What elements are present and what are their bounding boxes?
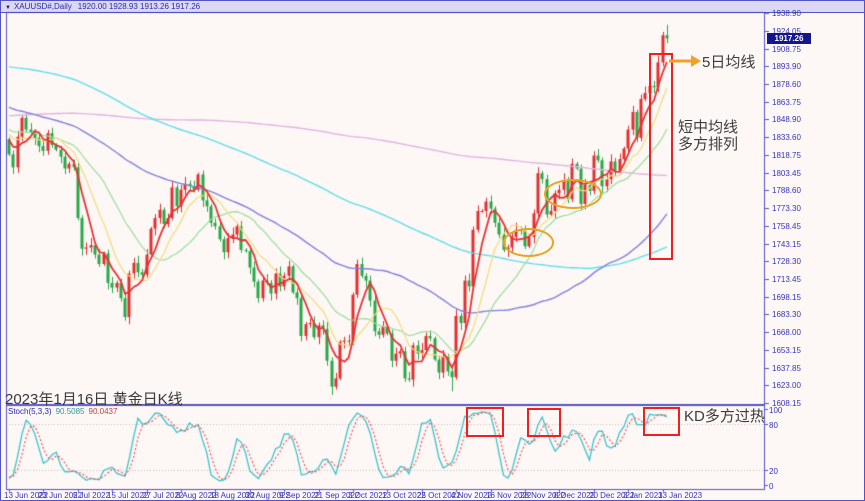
price-axis-label: 1668.00 [772, 328, 801, 337]
price-axis-label: 1743.15 [772, 240, 801, 249]
ma-alignment-line1: 短中均线 [678, 119, 739, 136]
current-price-tag: 1917.26 [767, 33, 811, 44]
ma5-annotation-label[interactable]: 5日均线 [702, 54, 756, 71]
price-axis-label: 1758.45 [772, 222, 801, 231]
date-axis-label: 3 Oct 2022 [348, 491, 388, 500]
price-axis-label: 1924.05 [772, 27, 801, 36]
date-axis-label: 25 Oct 2022 [417, 491, 461, 500]
stoch-axis-label: 100 [769, 406, 783, 415]
highlight-rect-recent-rally[interactable] [649, 53, 673, 260]
ma-alignment-line2: 多方排列 [678, 136, 739, 153]
highlight-rect-kd-overbought-1[interactable] [466, 407, 504, 437]
price-axis-label: 1833.60 [772, 133, 801, 142]
price-axis-label: 1803.45 [772, 169, 801, 178]
date-axis-label: 16 Nov 2022 [486, 491, 532, 500]
date-axis-label: 18 Aug 2022 [210, 491, 255, 500]
stochastic-name: Stoch(5,3,3) [8, 407, 52, 416]
price-axis-label: 1713.45 [772, 275, 801, 284]
price-axis-label: 1818.75 [772, 151, 801, 160]
stochastic-k-value: 90.5085 [55, 407, 85, 416]
date-axis-label: 8 Aug 2022 [176, 491, 217, 500]
date-axis-label: 13 Oct 2022 [382, 491, 426, 500]
highlight-ellipse-ma-support-2[interactable] [544, 179, 602, 209]
price-axis-label: 1683.30 [772, 310, 801, 319]
date-axis-label: 13 Jan 2023 [658, 491, 703, 500]
price-axis-label: 1728.30 [772, 257, 801, 266]
price-axis-label: 1637.85 [772, 364, 801, 373]
date-axis-label: 21 Sep 2022 [314, 491, 360, 500]
price-axis-label: 1878.60 [772, 80, 801, 89]
highlight-rect-kd-overbought-3[interactable] [643, 407, 680, 436]
stochastic-indicator-label: Stoch(5,3,3) 90.5085 90.0437 [8, 407, 117, 416]
price-axis-label: 1788.60 [772, 186, 801, 195]
ma-alignment-annotation-label[interactable]: 短中均线 多方排列 [678, 119, 738, 153]
date-axis-label: 27 Jul 2022 [142, 491, 184, 500]
chart-date-title[interactable]: 2023年1月16日 黄金日K线 [5, 391, 183, 408]
date-axis-label: 28 Nov 2022 [520, 491, 566, 500]
date-axis-label: 23 Jun 2022 [38, 491, 83, 500]
price-axis-label: 1863.75 [772, 98, 801, 107]
stoch-axis-label: 20 [769, 467, 778, 476]
price-axis-label: 1623.00 [772, 381, 801, 390]
price-axis-label: 1773.30 [772, 204, 801, 213]
price-axis-label: 1893.90 [772, 62, 801, 71]
price-axis-label: 1698.15 [772, 293, 801, 302]
highlight-rect-kd-overbought-2[interactable] [527, 408, 561, 437]
date-axis-label: 9 Sep 2022 [279, 491, 320, 500]
date-axis-label: 13 Jun 2022 [4, 491, 49, 500]
price-axis-label: 1653.15 [772, 346, 801, 355]
date-axis-label: 8 Dec 2022 [554, 491, 595, 500]
date-axis-label: 20 Dec 2022 [589, 491, 635, 500]
date-axis-label: 4 Nov 2022 [451, 491, 492, 500]
highlight-ellipse-ma-support-1[interactable] [503, 228, 554, 257]
price-axis-label: 1908.75 [772, 45, 801, 54]
stoch-axis-label: 80 [769, 421, 778, 430]
price-axis-label: 1848.90 [772, 115, 801, 124]
price-axis-label: 1608.15 [772, 399, 801, 408]
date-axis-label: 15 Jul 2022 [107, 491, 149, 500]
arrow-to-ma5-label[interactable] [668, 53, 702, 69]
kd-overheat-annotation-label[interactable]: KD多方过热 [684, 408, 765, 425]
date-axis-label: 3 Jan 2023 [623, 491, 663, 500]
price-axis-label: 1938.90 [772, 9, 801, 18]
stoch-axis-label: 0 [769, 482, 774, 491]
date-axis-label: 5 Jul 2022 [73, 491, 110, 500]
date-axis-label: 30 Aug 2022 [245, 491, 290, 500]
stochastic-d-value: 90.0437 [88, 407, 118, 416]
